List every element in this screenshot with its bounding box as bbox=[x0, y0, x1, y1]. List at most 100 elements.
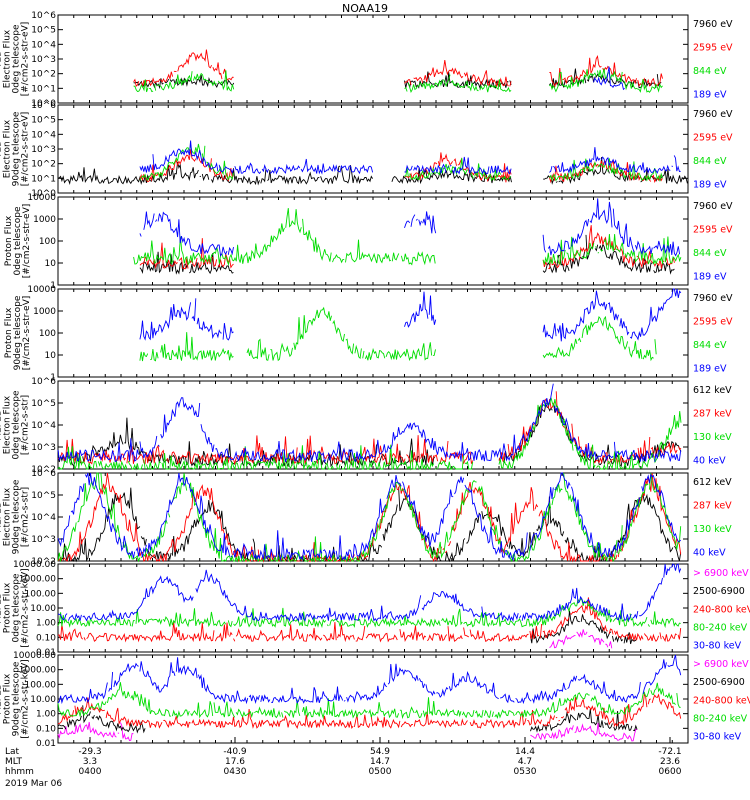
y-tick-label: 100 bbox=[39, 329, 56, 339]
y-axis-label: [#/cm2-s-str-eV] bbox=[21, 22, 31, 97]
y-tick-label: 1.00 bbox=[36, 619, 56, 629]
y-tick-label: 10^3 bbox=[31, 55, 56, 65]
legend-item: 7960 eV bbox=[693, 109, 733, 120]
x-tick-mlt: 3.3 bbox=[83, 757, 97, 767]
series-trace-2500-6900 bbox=[530, 610, 638, 645]
y-tick-label: 10.00 bbox=[30, 604, 56, 614]
series-trace-240-800-kev bbox=[57, 693, 682, 729]
y-tick-label: 10^2 bbox=[31, 465, 56, 475]
series-trace-240-800-kev bbox=[58, 597, 682, 643]
series-trace-130-kev bbox=[57, 472, 682, 563]
legend-item: 30-80 keV bbox=[693, 732, 742, 743]
panel-1: 10^0 10^1 10^2 10^3 10^4 10^5 10^6 TED Electron … bbox=[0, 11, 733, 109]
y-axis-label: MEPED bbox=[0, 501, 4, 533]
y-tick-label: 0.01 bbox=[36, 739, 56, 749]
y-axis-label: Electron Flux bbox=[3, 487, 13, 546]
legend-item: 844 eV bbox=[693, 248, 727, 259]
y-tick-label: 1000.00 bbox=[19, 666, 56, 676]
series-trace-287-kev bbox=[57, 391, 682, 466]
legend-item: > 6900 keV bbox=[693, 568, 749, 579]
series-trace-189-ev bbox=[593, 66, 625, 91]
y-tick-label: 10^5 bbox=[31, 116, 56, 126]
y-axis-label: Electron Flux bbox=[3, 395, 13, 454]
legend-item: 612 keV bbox=[693, 385, 732, 396]
y-tick-label: 10^0 bbox=[31, 99, 56, 109]
y-axis-label: [#/cm2-s-str-eV] bbox=[22, 296, 32, 371]
y-tick-label: 10^6 bbox=[31, 377, 56, 387]
x-tick-lat: 14.4 bbox=[515, 747, 535, 757]
legend-item: 287 keV bbox=[693, 501, 732, 512]
legend-item: 2595 eV bbox=[693, 43, 733, 54]
y-tick-label: 10^6 bbox=[31, 469, 56, 479]
y-axis-label: MEPED bbox=[0, 683, 4, 715]
panel-5: 10^2 10^3 10^4 10^5 10^6 MEPED Electron Flux 0d… bbox=[0, 377, 732, 475]
series-trace-40-kev bbox=[57, 383, 682, 464]
y-axis-label: [#/cm2-s-str-keV] bbox=[21, 659, 31, 738]
y-tick-label: 1000.00 bbox=[19, 575, 56, 585]
legend-item: 844 eV bbox=[693, 340, 727, 351]
x-row-label: MLT bbox=[5, 757, 23, 767]
legend-item: 189 eV bbox=[693, 364, 727, 375]
panel-4: 1 10 100 1000 10000 Proton Flux 90deg telescop… bbox=[4, 285, 733, 383]
y-tick-label: 10^4 bbox=[31, 421, 56, 431]
series-trace-189-ev bbox=[139, 288, 682, 342]
y-axis-label: 90deg telescope bbox=[13, 295, 23, 370]
x-tick-hhmm: 0430 bbox=[224, 767, 247, 777]
x-row-label: Lat bbox=[5, 747, 20, 757]
y-tick-label: 1000 bbox=[33, 215, 56, 225]
legend-item: 7960 eV bbox=[693, 201, 733, 212]
y-axis-label: MEPED bbox=[0, 409, 4, 441]
y-tick-label: 10^2 bbox=[31, 160, 56, 170]
legend-item: 40 keV bbox=[693, 456, 726, 467]
y-tick-label: 0.01 bbox=[36, 648, 56, 658]
panel-frame bbox=[57, 104, 689, 194]
series-trace-40-kev bbox=[57, 472, 682, 562]
y-tick-label: 10000.00 bbox=[13, 651, 56, 661]
x-tick-lat: -29.3 bbox=[78, 747, 101, 757]
series-trace-30-80-kev bbox=[57, 654, 682, 705]
y-tick-label: 10^3 bbox=[31, 535, 56, 545]
series-trace-130-kev bbox=[57, 397, 682, 471]
y-tick-label: 10 bbox=[45, 259, 57, 269]
y-tick-label: 10^4 bbox=[31, 130, 56, 140]
series-trace-80-240-kev bbox=[57, 598, 681, 629]
series-trace-7960-ev bbox=[139, 234, 675, 275]
legend-item: 844 eV bbox=[693, 66, 727, 77]
y-tick-label: 10^2 bbox=[31, 70, 56, 80]
legend-item: 240-800 keV bbox=[693, 695, 750, 706]
y-axis-label: Electron Flux bbox=[3, 29, 13, 88]
y-tick-label: 10^5 bbox=[31, 26, 56, 36]
y-axis-label: 0deg telescope bbox=[13, 206, 23, 276]
legend-item: 2500-6900 bbox=[693, 586, 745, 597]
y-tick-label: 1 bbox=[50, 281, 56, 291]
legend-item: 240-800 keV bbox=[693, 604, 750, 615]
y-tick-label: 10^1 bbox=[31, 84, 56, 94]
y-tick-label: 100.00 bbox=[25, 680, 57, 690]
y-tick-label: 10^1 bbox=[31, 174, 56, 184]
y-tick-label: 10^3 bbox=[31, 145, 56, 155]
y-axis-label: 0deg telescope bbox=[12, 573, 22, 643]
panel-7: 0.01 0.10 1.00 10.00 100.00 1000.00 10000.00 ME… bbox=[0, 560, 750, 658]
y-axis-label: 90deg telescope bbox=[12, 111, 22, 186]
x-tick-hhmm: 0530 bbox=[514, 767, 537, 777]
y-axis-label: 0deg telescope bbox=[12, 24, 22, 94]
x-tick-mlt: 17.6 bbox=[225, 757, 245, 767]
legend-item: 80-240 keV bbox=[693, 623, 748, 634]
legend-item: 2595 eV bbox=[693, 317, 733, 328]
chart-title: NOAA19 bbox=[342, 2, 388, 15]
legend-item: 612 keV bbox=[693, 477, 732, 488]
y-tick-label: 1.00 bbox=[36, 710, 56, 720]
x-tick-lat: -72.1 bbox=[658, 747, 681, 757]
legend-item: 844 eV bbox=[693, 156, 727, 167]
y-tick-label: 10^6 bbox=[31, 11, 56, 21]
series-trace-844-ev bbox=[133, 208, 682, 267]
legend-item: 7960 eV bbox=[693, 293, 733, 304]
panel-frame bbox=[57, 14, 689, 104]
legend-item: 80-240 keV bbox=[693, 714, 748, 725]
y-axis-label: MEPED bbox=[0, 592, 4, 624]
y-axis-label: [#/cm2-s-str-eV] bbox=[21, 112, 31, 187]
y-tick-label: 10000.00 bbox=[13, 560, 56, 570]
